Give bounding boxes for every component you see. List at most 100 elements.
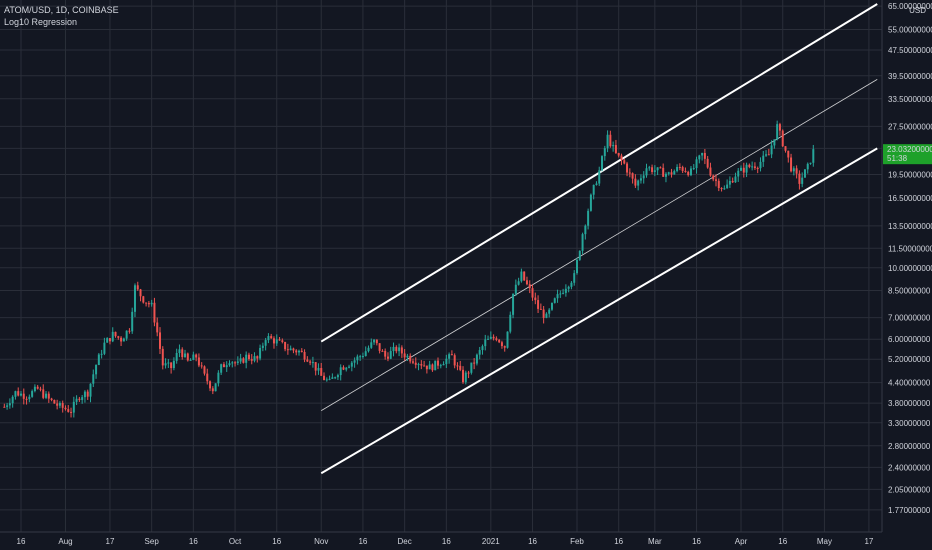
candle-body — [58, 403, 61, 406]
candle-body — [278, 339, 281, 341]
candle-body — [631, 173, 634, 179]
x-tick-label: 16 — [17, 537, 26, 546]
candle-body — [484, 339, 487, 347]
candle-body — [576, 259, 578, 274]
x-tick-label: 16 — [692, 537, 701, 546]
candle-body — [153, 302, 156, 323]
candle-body — [133, 285, 136, 312]
candle-body — [364, 351, 367, 357]
candle-body — [70, 411, 73, 413]
y-tick-label: 11.50000000 — [888, 244, 932, 253]
y-tick-label: 13.50000000 — [888, 222, 932, 231]
candle-body — [345, 367, 348, 370]
candle-body — [556, 294, 559, 299]
candle-body — [581, 234, 584, 251]
candle-body — [389, 351, 392, 359]
candle-body — [231, 362, 234, 364]
candle-body — [95, 364, 98, 375]
candle-body — [195, 354, 198, 358]
candle-body — [381, 350, 384, 352]
candle-body — [325, 379, 328, 381]
candle-body — [97, 354, 100, 365]
candle-body — [781, 130, 784, 147]
candle-body — [562, 292, 565, 294]
candle-body — [462, 369, 465, 383]
candle-body — [356, 356, 359, 361]
y-tick-label: 10.00000000 — [888, 264, 932, 273]
y-tick-label: 3.30000000 — [888, 419, 931, 428]
candle-body — [645, 168, 648, 176]
candle-body — [375, 339, 378, 344]
candle-body — [773, 139, 776, 146]
candle-body — [617, 152, 620, 156]
candle-body — [361, 356, 364, 358]
candle-body — [703, 152, 706, 159]
candle-body — [531, 288, 534, 298]
candle-body — [264, 340, 267, 346]
y-tick-label: 7.00000000 — [888, 314, 931, 323]
candle-body — [86, 391, 89, 397]
candle-body — [470, 362, 473, 373]
candle-body — [609, 134, 612, 147]
candle-body — [612, 145, 615, 147]
candle-body — [537, 300, 540, 309]
y-tick-label: 65.00000000 — [888, 2, 932, 11]
candle-body — [478, 350, 481, 355]
candle-body — [217, 372, 220, 384]
candle-body — [14, 391, 17, 397]
candle-body — [256, 356, 259, 359]
candle-body — [53, 400, 56, 404]
candle-body — [114, 331, 117, 337]
candle-body — [634, 178, 637, 186]
candle-body — [270, 336, 273, 339]
candle-body — [673, 171, 676, 175]
candle-body — [567, 286, 570, 289]
candle-body — [17, 391, 20, 396]
candle-body — [203, 366, 206, 374]
candle-body — [684, 170, 687, 172]
candle-body — [798, 173, 801, 184]
indicator-label: Log10 Regression — [4, 17, 78, 27]
candle-body — [392, 346, 395, 352]
candle-body — [100, 353, 103, 355]
candle-body — [211, 388, 214, 392]
candle-body — [161, 348, 164, 366]
candle-body — [473, 362, 476, 364]
candle-body — [22, 393, 25, 399]
candle-body — [20, 393, 22, 396]
candle-body — [120, 337, 123, 342]
candle-body — [687, 171, 690, 176]
candle-body — [745, 164, 748, 173]
x-tick-label: 16 — [528, 537, 537, 546]
candle-body — [311, 362, 314, 364]
y-tick-label: 19.50000000 — [888, 170, 932, 179]
candle-body — [67, 409, 70, 412]
x-tick-label: 17 — [864, 537, 873, 546]
candle-body — [678, 166, 681, 168]
candle-body — [512, 293, 515, 315]
candle-body — [31, 391, 34, 397]
candle-body — [592, 184, 595, 195]
y-tick-label: 2.80000000 — [888, 442, 931, 451]
x-tick-label: 2021 — [482, 537, 500, 546]
candle-body — [167, 362, 170, 364]
candle-body — [692, 168, 695, 170]
channel-mid-line — [321, 79, 878, 411]
candle-body — [300, 350, 303, 353]
y-tick-label: 5.20000000 — [888, 355, 931, 364]
candle-body — [453, 355, 456, 366]
candle-body — [242, 358, 245, 363]
candle-body — [492, 336, 495, 339]
candle-body — [367, 347, 370, 352]
candle-body — [628, 172, 631, 174]
candle-body — [651, 167, 654, 172]
candle-body — [45, 393, 48, 398]
candle-body — [723, 188, 726, 190]
candle-body — [292, 348, 295, 351]
candle-body — [431, 364, 434, 371]
y-tick-label: 47.50000000 — [888, 46, 932, 55]
candle-body — [25, 398, 28, 400]
candle-body — [428, 364, 431, 370]
candle-body — [489, 336, 492, 339]
